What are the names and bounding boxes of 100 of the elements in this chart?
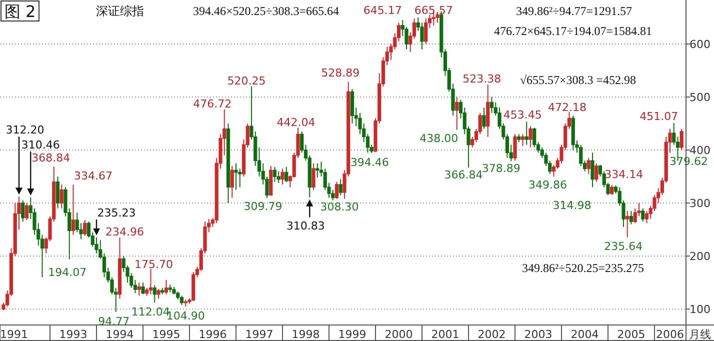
annotation: 234.96 [105, 226, 144, 239]
candlestick [284, 166, 288, 182]
y-tick-label: 300 [690, 197, 710, 210]
y-tick-label: 500 [690, 91, 710, 104]
candlestick [594, 162, 598, 182]
annotation: 378.89 [482, 162, 520, 176]
candlestick [513, 134, 517, 162]
x-tick-label: 1991 [0, 328, 28, 341]
candlestick [312, 162, 316, 190]
x-tick-label: 2002 [478, 328, 506, 341]
x-tick-label: 2001 [431, 328, 460, 341]
annotation: 476.72×645.17÷194.07=1584.81 [494, 24, 652, 38]
annotation: 476.72 [193, 97, 232, 110]
x-tick-label: 2000 [384, 328, 413, 341]
annotation: 645.17 [363, 4, 402, 18]
candlestick [316, 162, 320, 178]
annotation: 366.84 [444, 168, 483, 182]
annotation: 310.83 [286, 219, 325, 232]
candlestick [586, 157, 590, 174]
x-tick-label: 2005 [617, 328, 646, 341]
candlestick [455, 96, 459, 130]
annotation: 310.46 [21, 138, 60, 152]
candlestick [148, 268, 153, 295]
candlestick [141, 282, 145, 295]
x-tick-label: 1998 [292, 328, 320, 341]
annotation: 394.46×520.25÷308.3=665.64 [192, 4, 340, 18]
candlestick [334, 181, 339, 200]
candlestick [490, 96, 494, 114]
candlestick [272, 166, 277, 182]
candlestick [350, 88, 354, 124]
candlestick [680, 128, 684, 151]
x-tick-label: 1994 [106, 328, 134, 341]
candlestick [629, 210, 634, 225]
annotation: 175.70 [134, 258, 173, 271]
annotation: 451.07 [640, 110, 678, 123]
annotation: 528.89 [321, 66, 360, 80]
x-tick-label: 1993 [59, 328, 88, 341]
candlestick [338, 178, 342, 196]
candlestick [590, 152, 594, 188]
x-tick-label: 1999 [338, 328, 366, 341]
x-tick-label: 1997 [245, 328, 274, 341]
candlestick [626, 210, 630, 238]
candlestick [520, 134, 525, 146]
annotation: 453.45 [503, 108, 542, 122]
annotation: 314.98 [552, 199, 592, 212]
annotation: 194.07 [48, 266, 87, 280]
annotation: 94.77 [98, 314, 130, 328]
candlestick [482, 107, 486, 130]
x-tick-label: 1995 [152, 328, 180, 341]
y-tick-label: 100 [690, 303, 710, 316]
candlestick [524, 121, 528, 146]
x-tick-label: 2006 [656, 328, 684, 341]
candlestick [156, 288, 160, 299]
annotation: 312.20 [6, 124, 44, 137]
annotation: 472.18 [548, 100, 586, 114]
x-tick-label: 2004 [570, 328, 599, 341]
candlestick [280, 168, 284, 185]
annotation: 442.04 [276, 116, 316, 129]
candlestick [24, 202, 29, 221]
x-axis-title: 月线 [689, 328, 711, 341]
candlestick [234, 162, 238, 190]
chart-subtitle: 深证综指 [96, 4, 144, 18]
annotation: 309.79 [244, 200, 282, 213]
candlestick [641, 208, 645, 222]
candlestick [610, 184, 614, 196]
annotation: 334.67 [74, 170, 112, 183]
annotation: 334.14 [604, 168, 644, 181]
candlestick [152, 284, 156, 304]
chart-title: 图 2 [4, 2, 36, 21]
annotation: 349.86²÷520.25=235.275 [522, 261, 644, 275]
candlestick [180, 295, 184, 306]
y-tick-label: 200 [690, 250, 710, 264]
candlestick [276, 170, 280, 184]
candlestick [137, 282, 141, 296]
candlestick [424, 18, 428, 45]
candlestick [230, 165, 234, 198]
annotation: 235.64 [604, 240, 643, 254]
candlestick [528, 126, 532, 148]
candlestick [71, 184, 76, 236]
candlestick [83, 220, 87, 236]
candlestick [486, 84, 490, 138]
annotation: 349.86²÷94.77=1291.57 [516, 4, 632, 18]
candlestick [60, 184, 64, 209]
annotation: 438.00 [420, 132, 458, 145]
annotation: 368.84 [32, 152, 70, 165]
annotation: 308.30 [320, 200, 359, 214]
annotation: 520.25 [227, 74, 266, 88]
annotation: √655.57×308.3 =452.98 [520, 73, 636, 87]
x-tick-label: 2003 [524, 328, 552, 341]
candlestick [164, 279, 168, 295]
annotation: 665.57 [414, 4, 453, 18]
y-tick-label: 600 [690, 38, 710, 52]
annotation: 523.38 [462, 72, 502, 86]
y-tick-label: 400 [690, 144, 710, 158]
annotation: 235.23 [97, 206, 136, 220]
annotation: 394.46 [350, 156, 389, 169]
x-tick-label: 1996 [198, 328, 227, 341]
candlestick [21, 200, 25, 222]
candlestick [56, 176, 60, 209]
annotation: 349.86 [528, 178, 567, 192]
